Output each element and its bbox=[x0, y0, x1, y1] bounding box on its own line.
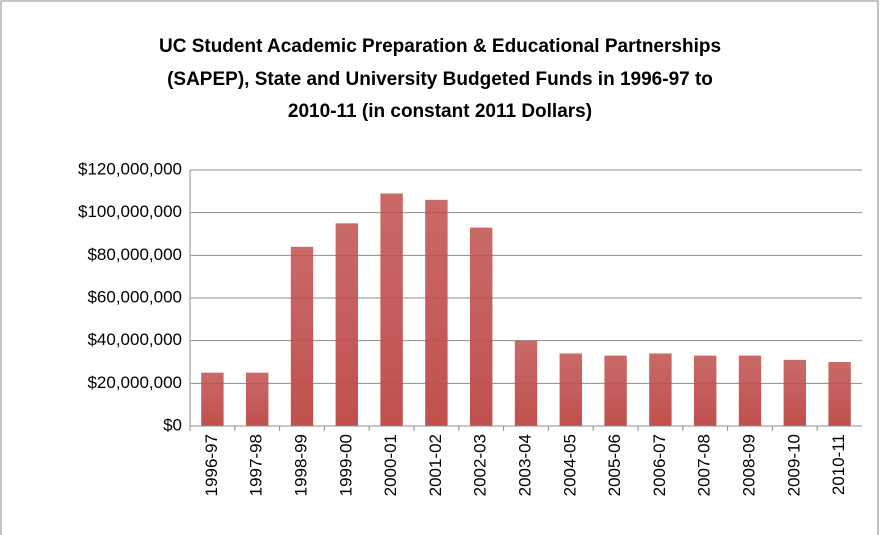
x-tick-label: 2001-02 bbox=[426, 434, 445, 496]
bar bbox=[828, 362, 851, 426]
x-tick-label: 1998-99 bbox=[291, 434, 310, 496]
y-tick-label: $100,000,000 bbox=[78, 202, 182, 221]
x-tick-label: 2007-08 bbox=[695, 434, 714, 496]
bar bbox=[649, 353, 672, 426]
x-tick-label: 2005-06 bbox=[605, 434, 624, 496]
y-tick-label: $60,000,000 bbox=[87, 287, 182, 306]
x-tick-label: 2006-07 bbox=[650, 434, 669, 496]
x-tick-label: 1997-98 bbox=[247, 434, 266, 496]
chart-title: 2010-11 (in constant 2011 Dollars) bbox=[288, 101, 592, 122]
x-tick-label: 2003-04 bbox=[515, 434, 534, 496]
x-tick-label: 2002-03 bbox=[471, 434, 490, 496]
bar bbox=[514, 340, 538, 426]
chart-title: (SAPEP), State and University Budgeted F… bbox=[167, 69, 713, 90]
bar bbox=[783, 359, 806, 426]
bar bbox=[425, 199, 448, 426]
bar bbox=[604, 355, 627, 426]
x-tick-label: 2010-11 bbox=[829, 434, 848, 495]
x-tick-label: 2004-05 bbox=[560, 434, 579, 496]
bar bbox=[470, 227, 493, 426]
y-tick-label: $40,000,000 bbox=[87, 330, 182, 349]
bar bbox=[738, 355, 762, 426]
chart-title: UC Student Academic Preparation & Educat… bbox=[159, 36, 721, 57]
y-tick-label: $80,000,000 bbox=[87, 245, 182, 264]
x-tick-label: 2009-10 bbox=[784, 434, 803, 496]
y-tick-label: $120,000,000 bbox=[78, 159, 182, 178]
bar bbox=[246, 372, 269, 426]
x-tick-label: 2000-01 bbox=[381, 434, 400, 496]
y-tick-label: $20,000,000 bbox=[87, 373, 182, 392]
bar bbox=[335, 223, 358, 426]
x-tick-label: 1996-97 bbox=[202, 434, 221, 496]
bar bbox=[380, 193, 403, 426]
x-tick-label: 1999-00 bbox=[336, 434, 355, 496]
y-tick-label: $0 bbox=[163, 415, 182, 434]
bar bbox=[694, 355, 717, 426]
bar bbox=[201, 372, 224, 426]
bar bbox=[559, 353, 582, 426]
bar bbox=[290, 246, 314, 426]
x-tick-label: 2008-09 bbox=[739, 434, 758, 496]
